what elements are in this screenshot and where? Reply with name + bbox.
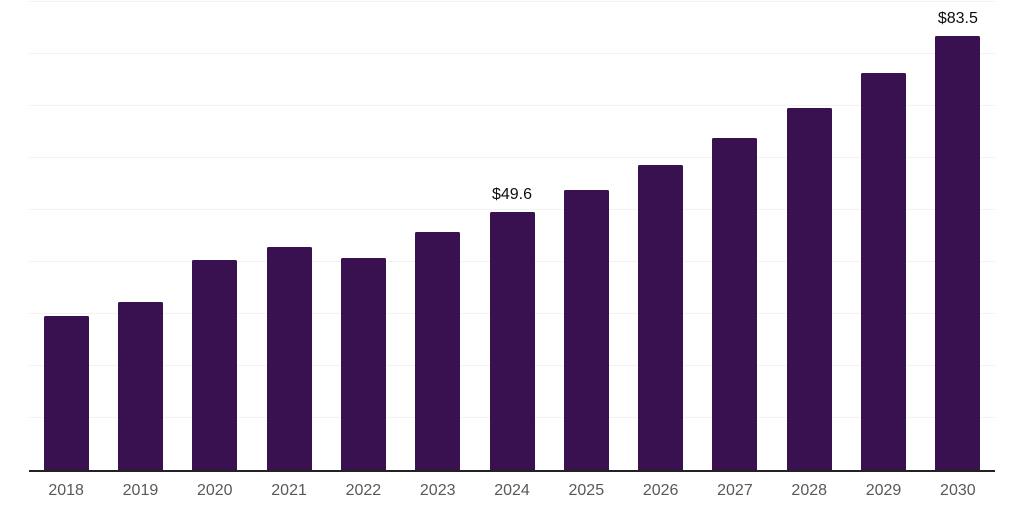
x-tick-label-2018: 2018 [48,482,84,499]
plot-area: $49.6 $83.5 [29,1,995,472]
x-tick-label-2023: 2023 [419,482,456,499]
bar-2030 [935,35,981,470]
bar-2025 [563,189,609,470]
bar-2024 [489,212,535,470]
gridline-70 [29,105,995,106]
x-tick-label-2019: 2019 [122,482,159,499]
x-tick-label-2020: 2020 [196,482,233,499]
x-tick-label-2027: 2027 [717,482,753,499]
x-tick-label-2025: 2025 [568,482,605,499]
bar-2026 [638,164,684,470]
gridline-50 [29,209,995,210]
bar-2029 [861,73,907,470]
x-tick-label-2024: 2024 [494,482,530,499]
bar-2027 [712,137,758,470]
bar-value-label-2024: $49.6 [491,186,533,204]
x-tick-label-2030: 2030 [940,482,976,499]
x-tick-label-2021: 2021 [271,482,307,499]
bar-2022 [340,258,386,470]
gridline-80 [29,53,995,54]
bar-2023 [415,232,461,470]
bar-2020 [192,260,238,470]
x-tick-label-2028: 2028 [791,482,828,499]
x-tick-label-2026: 2026 [642,482,679,499]
gridline-60 [29,157,995,158]
bar-2021 [266,246,312,470]
x-tick-label-2022: 2022 [345,482,382,499]
x-tick-label-2029: 2029 [865,482,902,499]
bar-2018 [43,316,89,470]
bar-2028 [786,108,832,470]
gridline-90 [29,1,995,2]
x-axis: 2018 2019 2020 2021 2022 2023 2024 2025 2026 2027… [29,482,995,502]
bar-2019 [117,301,163,470]
bar-value-label-2030: $83.5 [937,9,978,27]
